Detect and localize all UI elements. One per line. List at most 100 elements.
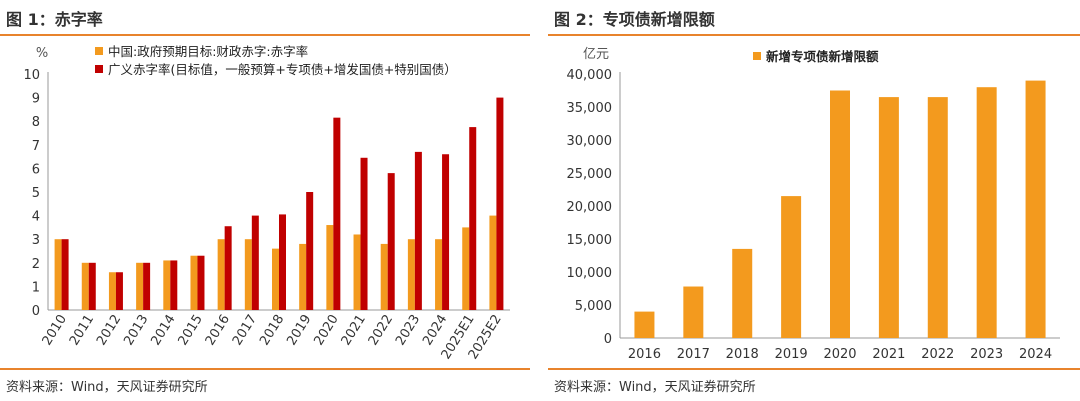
y-tick-label: 10,000 — [567, 266, 613, 281]
x-tick-label: 2017 — [230, 312, 260, 348]
bar-2019-series-1 — [781, 196, 802, 338]
x-tick-label: 2021 — [872, 347, 905, 362]
chart-source: 资料来源：Wind，天风证券研究所 — [6, 380, 208, 395]
bar-2020-series-1 — [830, 90, 850, 338]
bar-2024-series-1 — [1025, 80, 1046, 338]
bar-2017-series-1 — [683, 286, 704, 338]
y-tick-label: 0 — [32, 304, 40, 319]
bar-2013-series-1 — [136, 262, 144, 310]
y-tick-label: 2 — [32, 257, 40, 272]
bar-2019-series-2 — [306, 192, 314, 310]
source-divider — [548, 368, 1080, 370]
legend-swatch-series-1 — [95, 47, 103, 55]
legend-swatch-series-1 — [753, 52, 761, 60]
chart-title: 图 2：专项债新增限额 — [554, 10, 715, 29]
source-divider — [0, 368, 530, 370]
bar-2018-series-1 — [732, 248, 753, 338]
chart-title: 图 1：赤字率 — [6, 10, 103, 29]
y-axis-unit: 亿元 — [583, 47, 609, 62]
bar-2014-series-2 — [170, 260, 178, 310]
bar-2025E1-series-1 — [462, 227, 470, 310]
x-tick-label: 2016 — [628, 347, 661, 362]
x-tick-label: 2021 — [339, 312, 369, 348]
y-tick-label: 8 — [32, 115, 40, 130]
bar-2017-series-1 — [244, 239, 252, 310]
bar-2023-series-1 — [976, 87, 997, 338]
y-tick-label: 5 — [32, 186, 40, 201]
bar-2015-series-2 — [197, 255, 205, 310]
y-tick-label: 0 — [604, 332, 612, 347]
y-tick-label: 40,000 — [567, 68, 613, 83]
x-tick-label: 2015 — [176, 312, 206, 348]
bar-2021-series-1 — [353, 234, 361, 310]
x-tick-label: 2022 — [366, 312, 396, 348]
bar-2022-series-1 — [927, 97, 948, 338]
bar-2018-series-2 — [279, 214, 286, 310]
x-tick-label: 2014 — [148, 312, 178, 348]
x-tick-label: 2020 — [823, 347, 856, 362]
y-tick-label: 20,000 — [567, 200, 613, 215]
title-divider — [0, 34, 530, 36]
y-tick-label: 4 — [32, 210, 40, 225]
y-tick-label: 30,000 — [567, 134, 613, 149]
x-tick-label: 2023 — [970, 347, 1003, 362]
bar-2023-series-2 — [414, 151, 422, 310]
y-axis-unit: % — [36, 46, 48, 61]
bar-2016-series-2 — [224, 226, 232, 310]
legend-label-series-2: 广义赤字率(目标值，一般预算+专项债+增发国债+特别国债） — [108, 62, 457, 77]
bar-2020-series-1 — [326, 225, 334, 310]
x-tick-label: 2010 — [40, 312, 70, 348]
x-tick-label: 2019 — [284, 312, 314, 348]
bar-2025E2-series-2 — [496, 97, 504, 310]
bar-2012-series-1 — [108, 272, 116, 310]
deficit-rate-chart: %012345678910201020112012201320142015201… — [23, 44, 510, 362]
bar-2024-series-1 — [435, 239, 443, 310]
bar-2022-series-2 — [387, 173, 395, 310]
bar-2017-series-2 — [251, 215, 259, 310]
bar-2015-series-1 — [190, 255, 198, 310]
special-bond-quota-chart: 亿元 0 5,000 10,000 15,000 20,000 25,000 30,000 35… — [567, 47, 1060, 362]
bar-2012-series-2 — [115, 272, 123, 310]
x-tick-label: 2020 — [311, 312, 341, 348]
x-tick-label: 2024 — [1019, 347, 1052, 362]
bar-2011-series-2 — [88, 262, 96, 310]
y-tick-label: 6 — [32, 162, 40, 177]
bar-2013-series-2 — [143, 262, 151, 310]
bar-2011-series-1 — [81, 262, 89, 310]
bar-2010-series-2 — [61, 239, 69, 310]
y-tick-label: 9 — [32, 92, 40, 107]
bar-2010-series-1 — [54, 239, 62, 310]
chart-panel-deficit-rate: 图 1：赤字率 % 0 1 2 3 4 5 6 7 8 9 10 2010 2011 2012 2013 201… — [0, 0, 530, 401]
x-tick-label: 2018 — [257, 312, 287, 348]
x-tick-label: 2019 — [775, 347, 808, 362]
x-tick-label: 2012 — [94, 312, 124, 348]
chart-panel-special-bond-quota: 图 2：专项债新增限额 亿元 0 5,000 10,000 15,000 20,000 25… — [548, 0, 1080, 401]
bar-2019-series-1 — [299, 243, 307, 310]
bar-2025E1-series-2 — [469, 127, 477, 310]
bar-2024-series-2 — [442, 154, 450, 310]
y-tick-label: 7 — [32, 139, 40, 154]
bar-2020-series-2 — [333, 117, 341, 310]
x-tick-label: 2023 — [393, 312, 423, 348]
bar-2022-series-1 — [380, 243, 388, 310]
chart-source: 资料来源：Wind，天风证券研究所 — [554, 380, 756, 395]
y-tick-label: 35,000 — [567, 101, 613, 116]
bar-2018-series-1 — [272, 248, 279, 310]
bar-2016-series-1 — [217, 239, 225, 310]
bar-2023-series-1 — [407, 239, 415, 310]
y-tick-label: 3 — [32, 233, 40, 248]
x-tick-label: 2013 — [121, 312, 151, 348]
bar-2021-series-1 — [878, 97, 899, 338]
y-tick-label: 25,000 — [567, 167, 613, 182]
x-tick-label: 2011 — [67, 312, 97, 348]
y-tick-label: 5,000 — [575, 299, 612, 314]
x-tick-label: 2022 — [921, 347, 954, 362]
x-tick-label: 2018 — [726, 347, 759, 362]
y-tick-label: 15,000 — [567, 233, 613, 248]
bar-2016-series-1 — [634, 311, 655, 338]
legend-swatch-series-2 — [95, 65, 103, 73]
bar-2021-series-2 — [360, 157, 368, 310]
legend-label-series-1: 中国:政府预期目标:财政赤字:赤字率 — [108, 44, 308, 59]
title-divider — [548, 34, 1080, 36]
bar-2025E2-series-1 — [489, 215, 497, 310]
